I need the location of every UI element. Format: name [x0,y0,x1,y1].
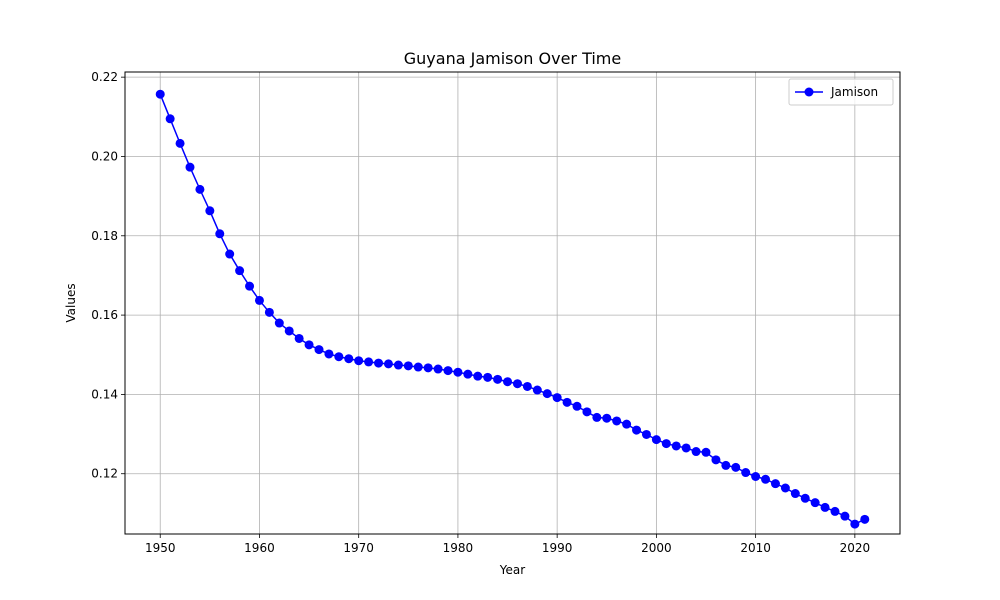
data-point [641,429,651,439]
data-point [374,358,384,368]
data-point [671,441,681,451]
y-tick-label: 0.16 [91,308,118,322]
data-point [493,374,503,384]
data-point [701,447,711,457]
data-point [453,367,463,377]
x-tick-label: 1950 [145,541,176,555]
data-point [790,489,800,499]
data-point [483,372,493,382]
data-point [443,366,453,376]
data-point [185,162,195,172]
data-point [810,498,820,508]
data-point [612,416,622,426]
y-tick-label: 0.22 [91,70,118,84]
data-point [364,357,374,367]
data-point [503,377,513,387]
data-point [681,443,691,453]
data-point [254,295,264,305]
data-point [354,356,364,366]
data-point [751,472,761,481]
legend-box [788,78,894,106]
data-point [651,435,661,445]
plot-frame [124,71,901,535]
data-point [691,447,701,457]
data-point [721,460,731,470]
data-point [820,502,830,512]
y-axis-label: Values [64,283,78,322]
data-point [463,369,473,379]
legend-entry-jamison: Jamison [830,85,878,99]
data-point [175,138,185,148]
data-point [661,439,671,449]
data-point [552,393,562,403]
data-point [473,371,483,381]
data-point [800,493,810,503]
x-tick-label: 1960 [244,541,275,555]
data-point [195,184,205,194]
data-point [433,364,443,374]
data-point [761,474,771,484]
data-point [850,519,860,529]
data-point [542,389,552,399]
data-point [592,412,602,422]
data-point [423,363,433,373]
data-point [632,425,642,435]
data-point [215,229,225,239]
data-point [780,483,790,493]
data-point [522,381,532,391]
x-tick-label: 1970 [343,541,374,555]
data-point [393,360,403,370]
x-axis-ticks: 1950 1960 1970 1980 1990 2000 2010 2020 [145,534,870,555]
grid-lines [125,72,900,534]
data-point [622,419,632,429]
x-tick-label: 2020 [840,541,871,555]
data-point [314,345,324,355]
data-point [334,352,344,362]
y-axis-ticks: 0.12 0.14 0.16 0.18 0.20 0.22 [91,70,125,481]
y-tick-label: 0.18 [91,229,118,243]
data-point [235,266,245,276]
data-point [512,379,522,389]
data-point [840,511,850,521]
data-point [294,333,304,343]
data-point [274,318,284,328]
data-point [562,397,572,407]
data-point [532,385,542,395]
x-tick-label: 2010 [740,541,771,555]
data-point [830,506,840,516]
data-point [304,340,314,350]
data-point [225,249,235,259]
data-point [770,479,780,489]
data-point [711,455,721,465]
data-point [582,407,592,417]
legend: Jamison [788,78,894,106]
x-tick-label: 1990 [542,541,573,555]
data-point [324,349,334,359]
legend-marker-swatch [804,87,814,97]
data-point [284,326,294,336]
chart-title: Guyana Jamison Over Time [404,49,621,68]
data-point [245,281,255,291]
x-axis-label: Year [499,563,525,577]
data-point [165,114,175,124]
data-point [602,413,612,423]
x-tick-label: 1980 [443,541,474,555]
y-tick-label: 0.14 [91,387,118,401]
data-point [155,89,165,99]
data-point [403,361,413,371]
y-tick-label: 0.12 [91,467,118,481]
data-point [413,362,423,372]
data-point [383,359,393,369]
data-point [731,462,741,472]
data-point [741,468,751,478]
data-point [205,206,215,216]
data-point [860,514,870,524]
x-tick-label: 2000 [641,541,672,555]
series-layer [155,89,870,529]
data-point [572,401,582,411]
data-point [344,354,354,364]
y-tick-label: 0.20 [91,149,118,163]
data-point [264,307,274,317]
